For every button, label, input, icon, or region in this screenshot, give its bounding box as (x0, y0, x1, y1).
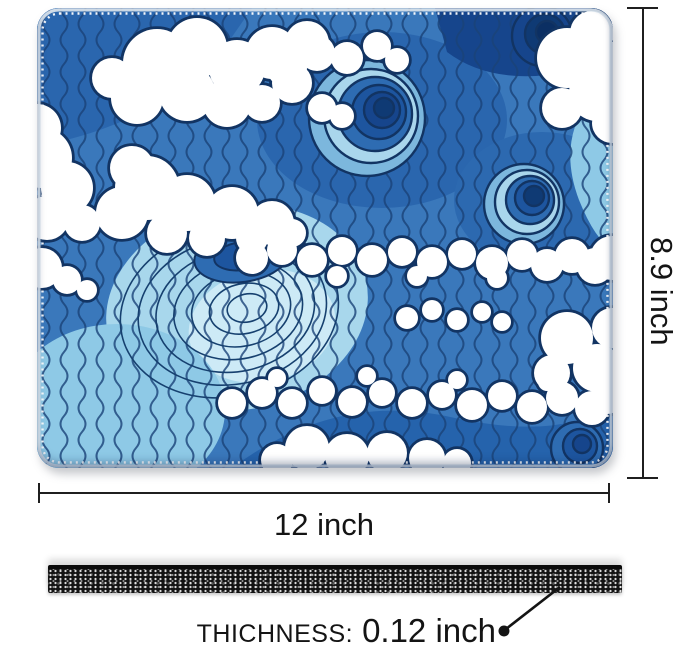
mousepad-top-view (37, 8, 613, 468)
thickness-label: THICHNESS: 0.12 inch (150, 612, 496, 647)
width-dimension-cap-left (38, 483, 40, 503)
height-dimension-cap-top (627, 7, 658, 9)
height-dimension-cap-bottom (627, 477, 658, 479)
mousepad-side-view (48, 565, 622, 593)
height-dimension-line (642, 8, 644, 478)
thickness-label-value: 0.12 inch (362, 612, 496, 647)
height-dimension-label: 8.9 inch (644, 237, 679, 346)
stitched-edge (37, 8, 613, 468)
wave-illustration (37, 8, 613, 468)
thickness-callout-line (505, 585, 561, 631)
width-dimension-cap-right (608, 483, 610, 503)
thickness-callout-dot (498, 625, 510, 637)
width-dimension-label: 12 inch (274, 507, 374, 542)
thickness-label-title: THICHNESS: (196, 620, 354, 647)
width-dimension-line (39, 492, 609, 494)
